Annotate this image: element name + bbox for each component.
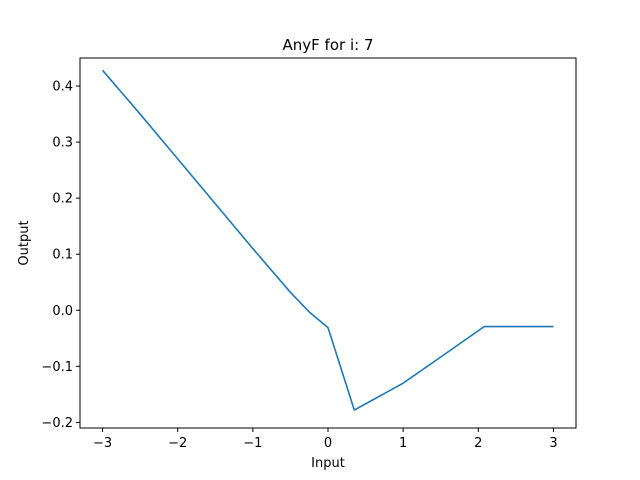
- y-tick-label: 0.2: [52, 192, 73, 207]
- y-tick-label: −0.2: [41, 416, 73, 431]
- plot-area: [79, 57, 577, 429]
- y-tick-label: 0.0: [52, 304, 73, 319]
- y-tick-label: 0.1: [52, 248, 73, 263]
- x-axis-label: Input: [311, 456, 345, 471]
- x-tick-label: −3: [93, 436, 112, 451]
- y-axis: −0.2 −0.1 0.0 0.1 0.2 0.3 0.4: [41, 80, 80, 431]
- x-tick-label: −1: [243, 436, 262, 451]
- x-tick-label: 0: [324, 436, 332, 451]
- x-tick-label: 1: [399, 436, 407, 451]
- y-axis-label: Output: [17, 220, 32, 265]
- y-tick-label: 0.3: [52, 136, 73, 151]
- series-line: [101, 69, 554, 411]
- x-tick-label: 3: [549, 436, 557, 451]
- series-group: [101, 69, 554, 411]
- x-axis: −3 −2 −1 0 1 2 3: [93, 428, 558, 451]
- x-tick-label: 2: [474, 436, 482, 451]
- y-tick-label: −0.1: [41, 360, 73, 375]
- x-tick-label: −2: [168, 436, 187, 451]
- y-tick-label: 0.4: [52, 80, 73, 95]
- chart-title: AnyF for i: 7: [283, 36, 374, 54]
